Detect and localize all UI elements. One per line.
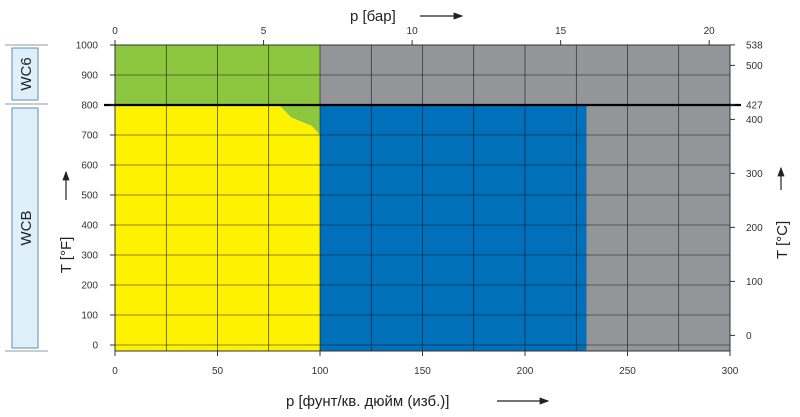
top-axis-title: p [бар] [350,8,396,25]
top-tick-label: 5 [261,26,267,37]
left-tick-label: 900 [81,71,98,82]
material-box-wcb [11,107,39,349]
material-label-wcb: WCB [18,211,35,246]
bottom-tick-label: 50 [212,366,224,377]
bottom-tick-label: 0 [112,366,118,377]
bottom-tick-label: 150 [414,366,431,377]
top-axis-ticks: 0 5 10 15 20 [112,26,715,45]
left-tick-label: 0 [92,341,98,352]
left-tick-label: 1000 [76,41,99,52]
right-axis-ticks: 0 100 200 300 400 427 500 538 [730,40,763,342]
material-labels: WC6 WCB [5,44,48,352]
right-axis-title: T [°C] [774,221,791,259]
left-tick-label: 500 [81,191,98,202]
top-tick-label: 15 [555,26,567,37]
top-tick-label: 0 [112,26,118,37]
bottom-tick-label: 100 [312,366,329,377]
bottom-tick-label: 300 [722,366,739,377]
region-blue [320,105,587,351]
left-tick-label: 600 [81,161,98,172]
top-tick-label: 10 [407,26,419,37]
left-axis-title: T [°F] [58,237,75,274]
top-tick-label: 20 [704,26,716,37]
bottom-tick-label: 200 [517,366,534,377]
region-gray-right [586,105,730,351]
bottom-axis-title: p [фунт/кв. дюйм (изб.)] [286,393,449,410]
right-tick-label: 200 [746,223,763,234]
left-tick-label: 400 [81,221,98,232]
left-tick-label: 100 [81,311,98,322]
right-tick-label: 100 [746,277,763,288]
left-tick-label: 200 [81,281,98,292]
right-tick-label: 300 [746,169,763,180]
bottom-tick-label: 250 [619,366,636,377]
left-tick-label: 700 [81,131,98,142]
bottom-axis-ticks: 0 50 100 150 200 250 300 [112,351,739,377]
material-box-wc6 [11,47,39,101]
left-tick-label: 300 [81,251,98,262]
material-label-wc6: WC6 [18,57,35,90]
left-axis-ticks: 0 100 200 300 400 500 600 700 800 900 1000 [76,41,115,352]
right-tick-label: 400 [746,115,763,126]
right-tick-label: 500 [746,61,763,72]
left-tick-label: 800 [81,101,98,112]
right-tick-label: 427 [746,100,763,111]
right-tick-label: 0 [746,331,752,342]
right-tick-label: 538 [746,40,763,51]
